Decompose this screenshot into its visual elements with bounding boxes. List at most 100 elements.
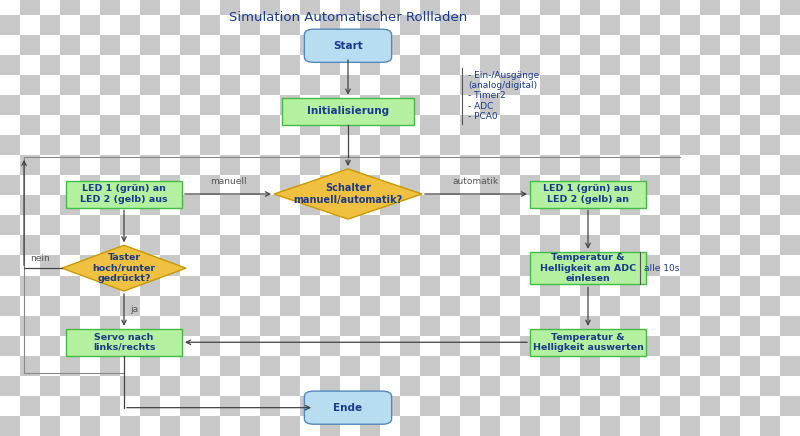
Bar — [720, 316, 740, 336]
Bar — [700, 15, 720, 35]
Bar — [200, 75, 220, 95]
Bar — [660, 316, 680, 336]
Bar — [600, 255, 620, 276]
Bar — [220, 356, 240, 376]
Bar — [80, 296, 100, 316]
Bar — [380, 175, 400, 195]
Bar — [560, 396, 580, 416]
Bar — [220, 55, 240, 75]
Bar — [40, 296, 60, 316]
Bar — [100, 0, 120, 15]
Bar — [260, 55, 280, 75]
Bar — [340, 376, 360, 396]
Bar — [720, 296, 740, 316]
Bar — [240, 416, 260, 436]
Bar — [180, 75, 200, 95]
Bar — [560, 276, 580, 296]
Bar — [460, 195, 480, 215]
Bar — [460, 135, 480, 155]
Bar — [100, 35, 120, 55]
Bar — [140, 195, 160, 215]
Bar — [640, 155, 660, 175]
Bar — [300, 95, 320, 115]
Bar — [780, 55, 800, 75]
Bar — [220, 135, 240, 155]
Bar — [440, 215, 460, 235]
Bar — [560, 376, 580, 396]
Bar — [400, 255, 420, 276]
Bar — [580, 215, 600, 235]
Bar — [220, 175, 240, 195]
Bar — [420, 155, 440, 175]
Bar — [0, 376, 20, 396]
Bar — [700, 316, 720, 336]
Bar — [460, 376, 480, 396]
Bar — [220, 215, 240, 235]
Bar — [720, 416, 740, 436]
Bar — [640, 35, 660, 55]
Bar — [480, 215, 500, 235]
Bar — [200, 35, 220, 55]
Bar — [680, 276, 700, 296]
Bar — [120, 135, 140, 155]
Bar — [0, 35, 20, 55]
Bar — [380, 95, 400, 115]
Bar — [320, 0, 340, 15]
Bar — [40, 55, 60, 75]
Bar — [780, 135, 800, 155]
Bar — [740, 135, 760, 155]
Bar — [320, 155, 340, 175]
Bar — [560, 55, 580, 75]
Bar — [520, 0, 540, 15]
Bar — [60, 235, 80, 255]
Bar — [540, 376, 560, 396]
Bar — [100, 195, 120, 215]
Bar — [640, 376, 660, 396]
Bar — [380, 55, 400, 75]
Bar — [740, 255, 760, 276]
Bar — [600, 95, 620, 115]
Bar — [220, 276, 240, 296]
Bar — [580, 15, 600, 35]
Bar — [480, 255, 500, 276]
Bar — [320, 396, 340, 416]
Bar — [280, 35, 300, 55]
Bar — [160, 356, 180, 376]
Bar — [620, 35, 640, 55]
Bar — [580, 416, 600, 436]
Bar — [80, 0, 100, 15]
Bar — [20, 235, 40, 255]
Bar — [520, 235, 540, 255]
Bar — [740, 416, 760, 436]
Bar — [340, 0, 360, 15]
Bar — [220, 235, 240, 255]
Bar — [480, 55, 500, 75]
Bar — [120, 0, 140, 15]
Bar — [740, 195, 760, 215]
Bar — [120, 255, 140, 276]
Bar — [600, 396, 620, 416]
Bar — [400, 195, 420, 215]
Bar — [680, 356, 700, 376]
Bar — [660, 396, 680, 416]
Bar — [460, 416, 480, 436]
Bar — [640, 115, 660, 135]
Bar — [60, 195, 80, 215]
Text: Schalter
manuell/automatik?: Schalter manuell/automatik? — [294, 183, 402, 205]
Bar — [640, 195, 660, 215]
Bar — [620, 115, 640, 135]
Bar — [80, 396, 100, 416]
Bar — [460, 235, 480, 255]
Bar — [100, 115, 120, 135]
Bar — [680, 15, 700, 35]
Bar — [240, 75, 260, 95]
Bar — [500, 396, 520, 416]
Bar — [620, 235, 640, 255]
Bar — [40, 35, 60, 55]
Bar — [380, 396, 400, 416]
Bar — [360, 15, 380, 35]
Bar — [340, 15, 360, 35]
Bar — [700, 115, 720, 135]
Bar — [60, 75, 80, 95]
Bar — [440, 0, 460, 15]
